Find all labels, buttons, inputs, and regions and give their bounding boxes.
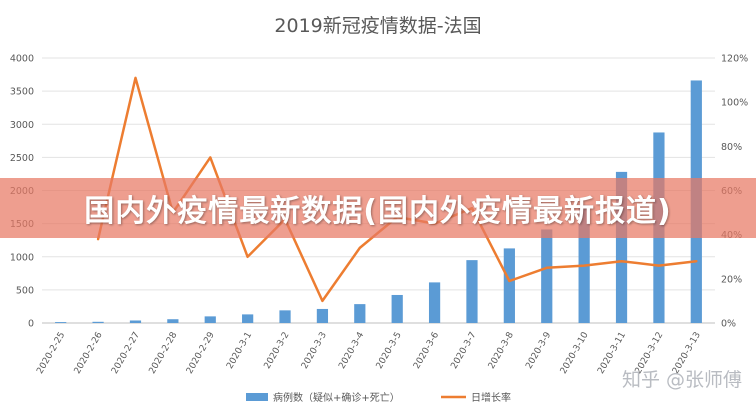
x-tick-label: 2020-3-8 [487,330,516,371]
overlay-banner: 国内外疫情最新数据(国内外疫情最新报道) [0,178,756,238]
left-tick-label: 2500 [10,153,34,164]
bar [279,310,291,323]
left-tick-label: 3500 [10,87,34,98]
legend-swatch-bar [246,393,268,401]
bar [466,260,478,323]
x-tick-label: 2020-3-6 [412,330,441,371]
bar [92,321,104,323]
x-tick-label: 2020-2-29 [185,330,217,376]
x-tick-label: 2020-3-3 [300,331,329,371]
x-tick-label: 2020-2-28 [148,330,180,376]
x-tick-label: 2020-2-26 [73,330,105,376]
x-tick-label: 2020-3-5 [375,331,404,371]
x-tick-label: 2020-2-25 [35,331,67,376]
x-tick-label: 2020-3-10 [559,330,591,376]
bar [503,248,515,323]
x-tick-label: 2020-2-27 [110,331,142,376]
bar [204,316,216,323]
right-tick-label: 100% [721,98,748,109]
right-tick-label: 120% [721,54,748,65]
left-tick-label: 1000 [10,252,34,263]
right-tick-label: 0% [721,319,736,330]
x-axis: 2020-2-25 2020-2-26 2020-2-27 2020-2-28 2020… [35,330,703,376]
right-tick-label: 80% [721,142,742,153]
x-tick-label: 2020-3-9 [524,330,553,371]
bar [316,308,329,323]
bar [391,294,403,323]
banner-text: 国内外疫情最新数据(国内外疫情最新报道) [84,194,672,229]
left-tick-label: 500 [16,285,34,296]
bar [167,319,179,323]
bar [354,304,366,323]
bar [129,320,142,323]
x-tick-label: 2020-3-4 [337,330,366,371]
left-tick-label: 4000 [10,54,34,65]
bar [541,229,553,323]
left-tick-label: 0 [28,319,34,330]
legend: 病例数（疑似+确诊+死亡） 日增长率 [246,391,511,404]
chart-title: 2019新冠疫情数据-法国 [274,15,481,37]
right-tick-label: 20% [721,274,742,285]
bar [428,282,441,323]
bar [578,204,590,323]
bar [615,171,628,323]
left-tick-label: 3000 [10,120,34,131]
bar [55,322,67,323]
x-tick-label: 2020-3-1 [225,331,254,371]
x-tick-label: 2020-3-2 [263,331,292,371]
bar [242,314,254,323]
x-tick-label: 2020-3-7 [449,331,478,371]
legend-label-cases: 病例数（疑似+确诊+死亡） [273,391,400,404]
legend-label-growth: 日增长率 [471,391,511,404]
watermark: 知乎 @张师傅 [621,369,742,391]
